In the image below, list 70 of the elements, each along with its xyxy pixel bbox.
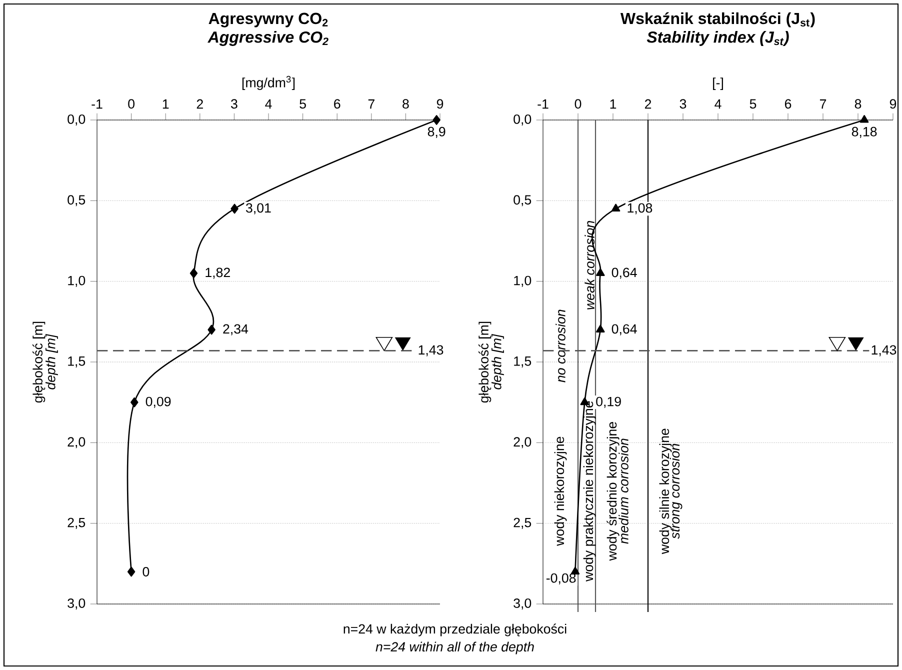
x-tick-label: 2 [644,99,652,109]
x-tick-label: 3 [231,99,238,109]
text: n=24 w każdym przedziale głębokości [344,624,566,636]
annotation: wody niekorozyjne [554,436,567,546]
text: depth [m] [492,334,504,390]
x-tick-label: -1 [538,99,548,109]
data-label: 3,01 [246,203,271,214]
y-tick-label: 0,0 [68,114,86,126]
annotation: medium corrosion [618,438,628,544]
x-tick-label: 8 [854,99,862,109]
x-tick-label: 7 [368,99,374,109]
data-label: 8,18 [852,126,877,138]
y-tick-label: 2,5 [514,518,532,529]
y-tick-label: 0,5 [514,195,532,206]
x-tick-label: 9 [890,99,896,109]
y-tick-label: 2,0 [68,437,86,448]
ref-line-label: 1,43 [418,345,444,356]
x-tick-label: 0 [128,99,134,109]
x-tick-label: 4 [265,99,272,109]
y-tick-label: 1,5 [68,356,86,368]
data-label: 1,08 [628,203,652,214]
data-label: 0 [142,567,150,576]
x-tick-label: 1 [610,99,616,109]
data-label: 1,82 [206,268,230,279]
y-tick-label: 1,0 [68,276,86,287]
x-tick-label: 9 [436,99,444,109]
y-tick-label: 2,5 [68,518,86,529]
x-tick-label: 6 [784,99,792,109]
annotation: no corrosion [556,310,566,382]
x-axis-title: [-] [713,78,723,90]
y-axis-title: głębokość [m] [478,322,492,403]
x-axis-title: [mg/dm$^{3}$] [242,76,295,90]
y-tick-label: 1,5 [514,356,532,368]
data-label: 8,9 [428,126,446,138]
data-label: -0,08 [546,573,576,584]
x-tick-label: 1 [162,99,169,109]
annotation: wody praktycznie niekorozyjne [583,401,596,582]
data-label: 0,19 [596,396,621,408]
annotation: strong corrosion [670,444,682,539]
x-tick-label: 6 [334,99,340,109]
x-tick-label: 7 [820,99,826,109]
y-tick-label: 3,0 [514,598,532,610]
x-tick-label: 5 [750,99,756,109]
ref-line-label: 1,43 [872,345,896,356]
chart-subtitle: Stability index (J$_{st}$) [646,31,789,46]
data-label: 0,64 [612,268,637,279]
y-tick-label: 3,0 [68,598,86,610]
y-axis-title: głębokość [m] [32,322,46,403]
y-tick-label: 1,0 [514,276,532,287]
y-tick-label: 2,0 [514,437,532,448]
text: n=24 within all of the depth [376,642,534,654]
data-label: 0,64 [612,324,637,336]
chart-subtitle: Aggressive CO$_{2}$ [208,31,328,46]
x-tick-label: 8 [402,99,409,109]
y-tick-label: 0,0 [514,114,532,126]
chart-title: Wskaźnik stabilności (J$_{st}$) [620,12,815,28]
annotation: weak corrosion [584,220,594,310]
data-label: 0,09 [146,396,171,408]
text: depth [m] [46,334,58,390]
annotation: wody średnio korozyjne [606,422,620,561]
x-tick-label: 3 [680,99,686,109]
data-label: 2,34 [223,324,248,336]
annotation: wody silnie korozyjne [659,428,672,554]
x-tick-label: 0 [574,99,582,109]
x-tick-label: -1 [92,99,102,109]
chart-title: Agresywny CO$_{2}$ [208,12,328,28]
x-tick-label: 5 [300,99,306,109]
x-tick-label: 4 [714,99,722,109]
x-tick-label: 2 [196,99,203,109]
y-tick-label: 0,5 [68,195,86,206]
